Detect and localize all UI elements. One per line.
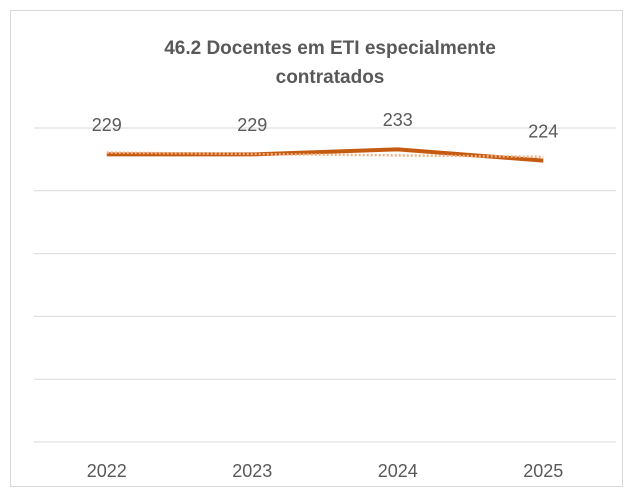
trendline bbox=[106, 151, 544, 159]
data-label: 224 bbox=[528, 121, 558, 141]
data-label: 229 bbox=[92, 115, 122, 135]
x-tick-label: 2022 bbox=[87, 461, 127, 481]
chart-border bbox=[10, 10, 623, 487]
chart-title: 46.2 Docentes em ETI especialmente contr… bbox=[164, 38, 496, 88]
x-tick-label: 2024 bbox=[378, 461, 418, 481]
x-tick-label: 2023 bbox=[232, 461, 272, 481]
data-label: 233 bbox=[383, 110, 413, 130]
x-tick-label: 2025 bbox=[523, 461, 563, 481]
data-label: 229 bbox=[237, 115, 267, 135]
